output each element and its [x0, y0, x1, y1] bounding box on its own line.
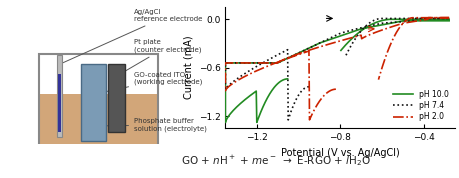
- Text: Pt plate
(counter electrode): Pt plate (counter electrode): [119, 40, 201, 75]
- Y-axis label: Current (mA): Current (mA): [183, 36, 193, 100]
- Text: GO-coated ITO
(working electrode): GO-coated ITO (working electrode): [96, 72, 202, 94]
- Bar: [80, 64, 106, 141]
- Text: Ag/AgCl
reference electrode: Ag/AgCl reference electrode: [62, 9, 202, 63]
- X-axis label: Potential (V vs. Ag/AgCl): Potential (V vs. Ag/AgCl): [280, 148, 399, 158]
- Polygon shape: [39, 94, 157, 144]
- Legend: pH 10.0, pH 7.4, pH 2.0: pH 10.0, pH 7.4, pH 2.0: [390, 87, 451, 124]
- Bar: [56, 55, 62, 137]
- Bar: [58, 74, 61, 132]
- Text: Phosphate buffer
solution (electrolyte): Phosphate buffer solution (electrolyte): [101, 118, 207, 132]
- Bar: [108, 64, 125, 132]
- Text: GO + $n$H$^+$ + $m$e$^-$ $\rightarrow$ E-RGO + $l$H$_2$O: GO + $n$H$^+$ + $m$e$^-$ $\rightarrow$ E…: [181, 153, 370, 168]
